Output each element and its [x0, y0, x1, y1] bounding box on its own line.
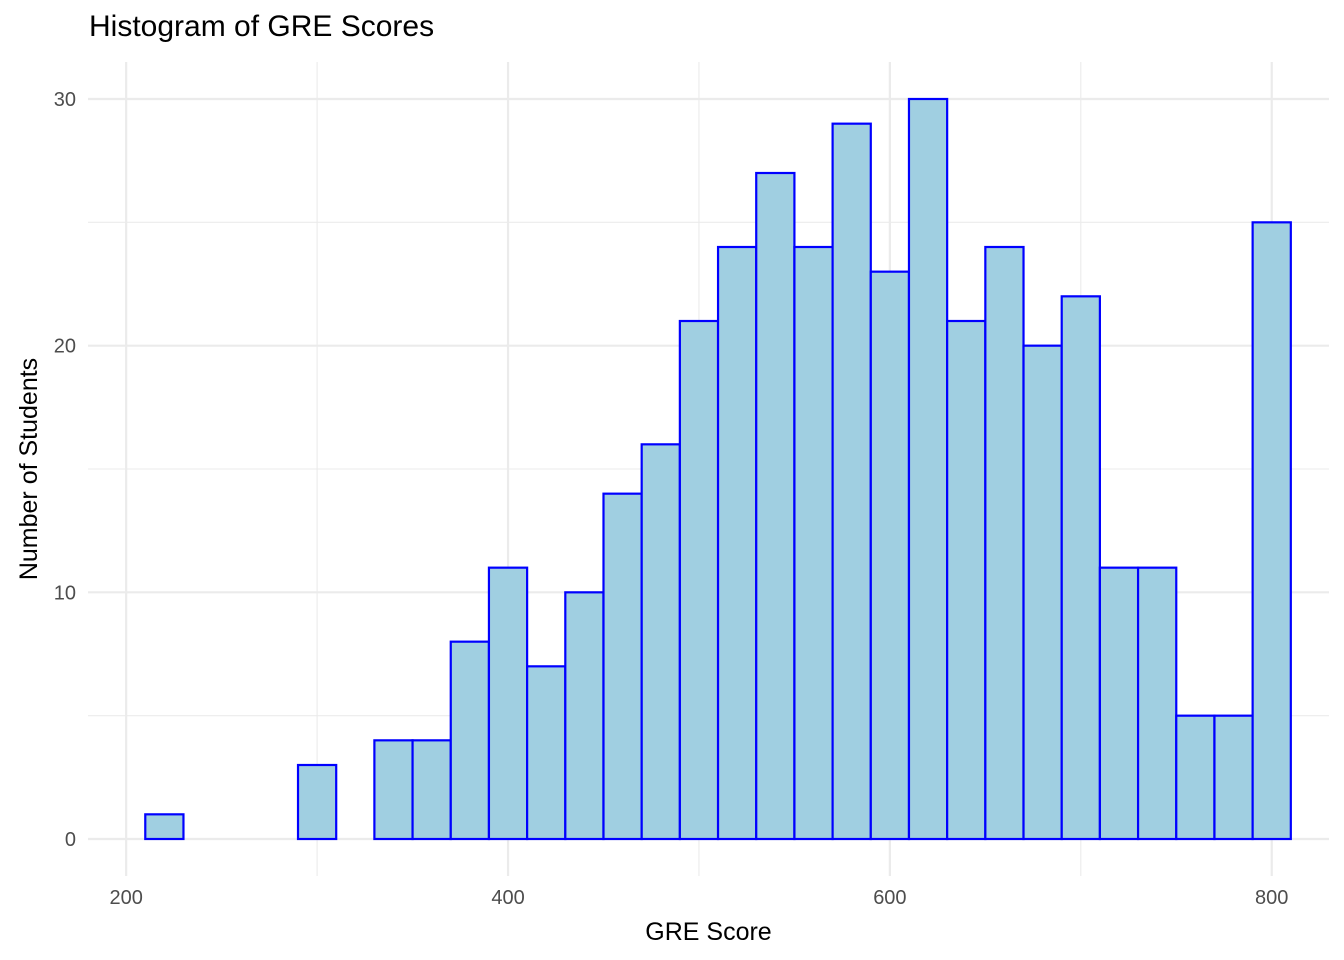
histogram-bar — [1251, 221, 1292, 841]
histogram-bar — [296, 763, 338, 841]
histogram-bar — [1175, 714, 1216, 841]
histogram-bar — [1098, 566, 1140, 841]
histogram-bar — [793, 245, 834, 841]
y-tick-label: 30 — [54, 89, 76, 111]
histogram-bar — [1022, 344, 1063, 841]
chart-title: Histogram of GRE Scores — [89, 10, 435, 43]
histogram-bar — [946, 319, 987, 841]
histogram-bar — [984, 245, 1025, 841]
y-tick-label: 10 — [54, 582, 76, 604]
histogram-bar — [487, 566, 529, 841]
histogram-bar — [449, 640, 491, 841]
histogram-bar — [907, 97, 949, 841]
histogram-bar — [1136, 566, 1178, 841]
x-tick-label: 400 — [491, 887, 524, 909]
y-tick-labels: 0 10 20 30 — [54, 89, 76, 851]
histogram-bar — [831, 122, 872, 841]
histogram-bar — [640, 443, 681, 841]
bars-layer — [144, 97, 1292, 841]
x-tick-label: 200 — [109, 887, 142, 909]
histogram-bar — [373, 739, 414, 841]
histogram-bar — [1060, 295, 1101, 841]
histogram-bar — [564, 591, 605, 841]
histogram-bar — [869, 270, 911, 841]
histogram-bar — [144, 813, 185, 841]
x-tick-label: 800 — [1255, 887, 1288, 909]
histogram-bar — [755, 171, 796, 841]
y-axis-title: Number of Students — [15, 358, 43, 580]
histogram-bar — [526, 665, 567, 841]
histogram-bar — [411, 739, 452, 841]
x-tick-labels: 200 400 600 800 — [109, 887, 1288, 909]
x-tick-label: 600 — [873, 887, 906, 909]
histogram-bar — [602, 492, 643, 841]
y-tick-label: 20 — [54, 336, 76, 358]
histogram-bar — [678, 319, 720, 841]
histogram-bar — [1213, 714, 1254, 841]
y-tick-label: 0 — [65, 829, 76, 851]
x-axis-title: GRE Score — [645, 918, 771, 946]
histogram-bar — [716, 245, 758, 841]
